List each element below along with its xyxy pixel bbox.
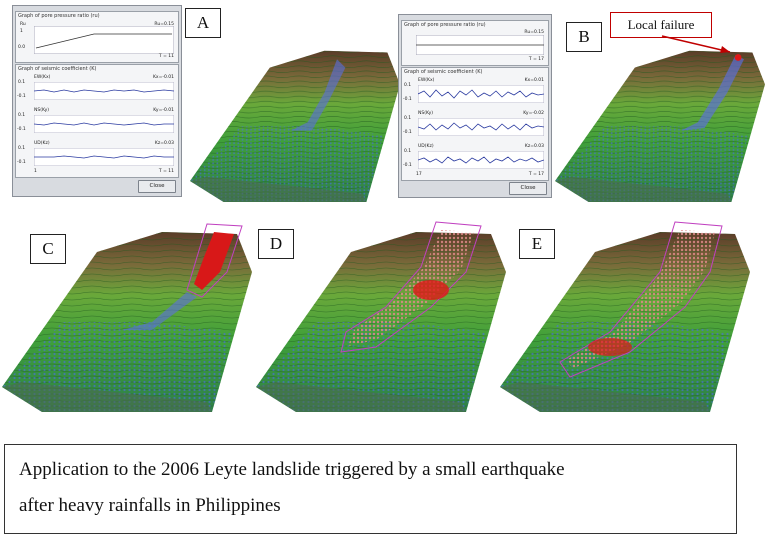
seismic-trace (418, 151, 544, 169)
close-button-a[interactable]: Close (138, 180, 176, 193)
terrain-panel-d (256, 212, 506, 412)
seismic-tick-hi: 0.1 (18, 146, 26, 151)
pore-pressure-graph-a: Graph of pore pressure ratio (ru) Ru 1 0… (15, 11, 179, 63)
axis-start-b: 17 (416, 172, 422, 177)
seismic-title-b: Graph of seismic coefficient (K) (404, 69, 483, 75)
caption-line-1: Application to the 2006 Leyte landslide … (19, 459, 565, 480)
pore-pressure-graph-b: Graph of pore pressure ratio (ru) Ru=0.1… (401, 20, 549, 66)
pore-pressure-line-a (34, 26, 174, 54)
seismic-row-label: UD(Kz) (34, 141, 50, 146)
seismic-trace (34, 82, 174, 100)
close-button-b[interactable]: Close (509, 182, 547, 195)
seismic-trace (418, 118, 544, 136)
terrain-panel-c (2, 212, 252, 412)
seismic-row-label: UD(Kz) (418, 144, 434, 149)
caption-line-2: after heavy rainfalls in Philippines (19, 495, 281, 516)
ru-tick-high-a: 1 (20, 29, 23, 34)
seismic-tick-hi: 0.1 (18, 80, 26, 85)
ru-value-b: Ru=0.15 (524, 30, 544, 35)
seismic-graph-b: Graph of seismic coefficient (K) EW(Kx) … (401, 67, 549, 181)
pore-pressure-line-b (416, 35, 544, 55)
seismic-row-b-1: NS(Ky) Ky=-0.02 0.1 -0.1 (402, 111, 548, 141)
terrain-a-figure (190, 28, 400, 208)
panel-label-b: B (566, 22, 602, 52)
graph-window-a: Graph of pore pressure ratio (ru) Ru 1 0… (12, 5, 182, 197)
seismic-graph-a: Graph of seismic coefficient (K) EW(Kx) … (15, 64, 179, 178)
ru-value-a: Ru=0.15 (154, 22, 174, 27)
callout-arrow (661, 35, 731, 53)
ru-tick-low-a: 0.0 (18, 45, 26, 50)
seismic-tick-lo: -0.1 (403, 130, 412, 135)
panel-label-c: C (30, 234, 66, 264)
seismic-tick-hi: 0.1 (404, 149, 412, 154)
seismic-row-value: Kx=-0.01 (152, 75, 174, 80)
seismic-tick-lo: -0.1 (403, 97, 412, 102)
seismic-row-b-2: UD(Kz) Kz=0.03 0.1 -0.1 (402, 144, 548, 174)
local-failure-callout: Local failure (610, 12, 712, 38)
terrain-panel-e (500, 212, 750, 412)
seismic-tick-hi: 0.1 (18, 113, 26, 118)
ru-label-a: Ru (20, 22, 26, 27)
seismic-trace (34, 115, 174, 133)
seismic-row-value: Kx=0.01 (524, 78, 544, 83)
seismic-row-value: Ky=-0.01 (153, 108, 174, 113)
seismic-tick-lo: -0.1 (17, 160, 26, 165)
pore-pressure-title-a: Graph of pore pressure ratio (ru) (18, 13, 100, 19)
seismic-tick-lo: -0.1 (17, 94, 26, 99)
terrain-panel-b (555, 28, 765, 208)
seismic-row-value: Kz=0.03 (524, 144, 544, 149)
seismic-row-value: Ky=-0.02 (523, 111, 544, 116)
seismic-trace (418, 85, 544, 103)
terrain-c-figure (2, 223, 252, 412)
panel-label-d: D (258, 229, 294, 259)
seismic-row-label: EW(Kx) (34, 75, 51, 80)
seismic-tick-lo: -0.1 (403, 163, 412, 168)
figure-caption: Application to the 2006 Leyte landslide … (4, 444, 737, 534)
seismic-row-label: EW(Kx) (418, 78, 435, 83)
seismic-tick-lo: -0.1 (17, 127, 26, 132)
seismic-row-b-0: EW(Kx) Kx=0.01 0.1 -0.1 (402, 78, 548, 108)
top-time-a: T = 11 (158, 54, 174, 59)
terrain-e-figure (500, 221, 750, 412)
seismic-tick-hi: 0.1 (404, 83, 412, 88)
seismic-row-a-0: EW(Kx) Kx=-0.01 0.1 -0.1 (16, 75, 178, 105)
seismic-row-label: NS(Ky) (34, 108, 50, 113)
seismic-tick-hi: 0.1 (404, 116, 412, 121)
pore-pressure-title-b: Graph of pore pressure ratio (ru) (404, 22, 486, 28)
seismic-title-a: Graph of seismic coefficient (K) (18, 66, 97, 72)
top-time-b: T = 17 (528, 57, 544, 62)
seismic-row-value: Kz=0.03 (154, 141, 174, 146)
terrain-d-figure (256, 221, 506, 412)
panel-label-a: A (185, 8, 221, 38)
axis-start-a: 1 (34, 169, 37, 174)
bottom-time-b: T = 17 (528, 172, 544, 177)
seismic-row-label: NS(Ky) (418, 111, 434, 116)
terrain-b-figure (555, 28, 765, 208)
graph-window-b: Graph of pore pressure ratio (ru) Ru=0.1… (398, 14, 552, 198)
panel-label-e: E (519, 229, 555, 259)
seismic-row-a-2: UD(Kz) Kz=0.03 0.1 -0.1 (16, 141, 178, 171)
terrain-panel-a (190, 28, 400, 208)
seismic-row-a-1: NS(Ky) Ky=-0.01 0.1 -0.1 (16, 108, 178, 138)
seismic-trace (34, 148, 174, 166)
bottom-time-a: T = 11 (158, 169, 174, 174)
